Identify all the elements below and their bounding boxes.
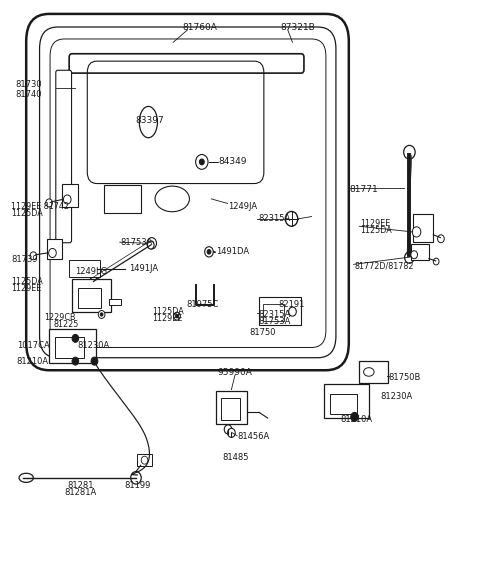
Bar	[259, 297, 301, 325]
Circle shape	[199, 159, 204, 165]
Bar	[263, 304, 284, 321]
Circle shape	[285, 212, 298, 227]
Text: 81199: 81199	[124, 480, 151, 490]
Bar	[221, 398, 240, 420]
Circle shape	[147, 237, 156, 249]
Text: 81772D/81782: 81772D/81782	[355, 261, 414, 271]
Text: 81730
81740: 81730 81740	[16, 80, 42, 100]
Text: 1129EE: 1129EE	[152, 314, 182, 323]
Text: 1249LG: 1249LG	[75, 267, 108, 276]
Circle shape	[207, 249, 211, 254]
Text: 81210A: 81210A	[340, 415, 372, 424]
Text: 1129EE: 1129EE	[360, 219, 391, 228]
Text: 83397: 83397	[135, 117, 164, 125]
Text: 81230A: 81230A	[78, 341, 110, 350]
Circle shape	[351, 412, 359, 422]
Circle shape	[98, 311, 105, 319]
Text: 81485: 81485	[222, 454, 249, 462]
Bar	[109, 299, 120, 305]
Circle shape	[224, 425, 232, 434]
Text: 95990A: 95990A	[218, 368, 252, 377]
Text: 1249JA: 1249JA	[228, 202, 257, 211]
Text: 82191: 82191	[278, 300, 304, 309]
Circle shape	[176, 315, 179, 318]
Circle shape	[131, 471, 141, 484]
Text: 1125DA: 1125DA	[11, 209, 43, 218]
Text: 81456A: 81456A	[238, 432, 270, 442]
Text: 81281: 81281	[67, 480, 94, 490]
Bar	[216, 391, 247, 424]
Circle shape	[411, 251, 418, 259]
Text: 82315A: 82315A	[258, 310, 290, 319]
Bar	[104, 185, 141, 213]
Bar	[330, 394, 358, 414]
Circle shape	[91, 357, 98, 365]
Text: 81210A: 81210A	[17, 356, 49, 366]
Ellipse shape	[364, 368, 374, 376]
Circle shape	[63, 195, 71, 204]
Text: 1017CA: 1017CA	[17, 341, 49, 350]
Bar	[411, 244, 429, 260]
Circle shape	[405, 252, 414, 263]
Circle shape	[72, 335, 79, 343]
Circle shape	[141, 456, 148, 464]
Ellipse shape	[19, 473, 34, 482]
Text: 81753A: 81753A	[258, 317, 290, 326]
Text: 1125DA: 1125DA	[11, 277, 43, 286]
Text: 81760A: 81760A	[182, 22, 217, 31]
Circle shape	[72, 357, 79, 365]
Circle shape	[404, 145, 415, 159]
Text: 87321B: 87321B	[280, 22, 315, 31]
Circle shape	[90, 276, 97, 284]
Bar	[62, 184, 78, 208]
Text: 1125DA: 1125DA	[152, 307, 183, 316]
Text: 1229CB: 1229CB	[44, 313, 76, 322]
FancyBboxPatch shape	[56, 70, 72, 243]
Text: 81739: 81739	[11, 255, 37, 264]
Circle shape	[204, 247, 213, 257]
Bar	[47, 239, 61, 259]
Text: 81750: 81750	[250, 328, 276, 337]
Circle shape	[438, 235, 444, 243]
Text: 1129EE 81742: 1129EE 81742	[11, 202, 69, 211]
Circle shape	[30, 252, 36, 260]
Bar	[49, 329, 96, 363]
Text: 81750B: 81750B	[388, 372, 420, 382]
Text: 81753A: 81753A	[120, 238, 153, 247]
Bar	[55, 337, 84, 358]
Text: 1125DA: 1125DA	[360, 227, 392, 235]
Bar	[69, 260, 100, 277]
Bar	[72, 279, 111, 312]
Text: 1491DA: 1491DA	[216, 247, 249, 256]
Circle shape	[174, 312, 180, 320]
Circle shape	[46, 199, 52, 207]
Bar	[324, 384, 369, 418]
Text: 81281A: 81281A	[64, 488, 96, 497]
Circle shape	[412, 227, 421, 237]
Text: 81771: 81771	[350, 185, 379, 194]
Circle shape	[147, 241, 154, 249]
Text: 81225: 81225	[54, 320, 79, 329]
Text: 81975C: 81975C	[187, 300, 219, 309]
Text: 1129EE: 1129EE	[11, 284, 41, 293]
Text: 84349: 84349	[218, 157, 247, 166]
Circle shape	[150, 241, 154, 245]
Ellipse shape	[139, 106, 157, 138]
Circle shape	[100, 313, 103, 316]
Bar	[137, 454, 152, 466]
Text: 81230A: 81230A	[381, 392, 413, 402]
FancyBboxPatch shape	[69, 54, 304, 73]
Ellipse shape	[155, 186, 190, 212]
Circle shape	[48, 248, 56, 257]
FancyBboxPatch shape	[26, 14, 349, 370]
Text: 1491JA: 1491JA	[129, 264, 158, 273]
Bar	[360, 361, 388, 383]
Circle shape	[196, 154, 208, 169]
Bar	[413, 214, 433, 241]
Circle shape	[288, 307, 296, 316]
Circle shape	[433, 258, 439, 265]
Circle shape	[228, 428, 235, 438]
Bar	[78, 288, 101, 308]
Text: 82315A: 82315A	[258, 214, 290, 223]
